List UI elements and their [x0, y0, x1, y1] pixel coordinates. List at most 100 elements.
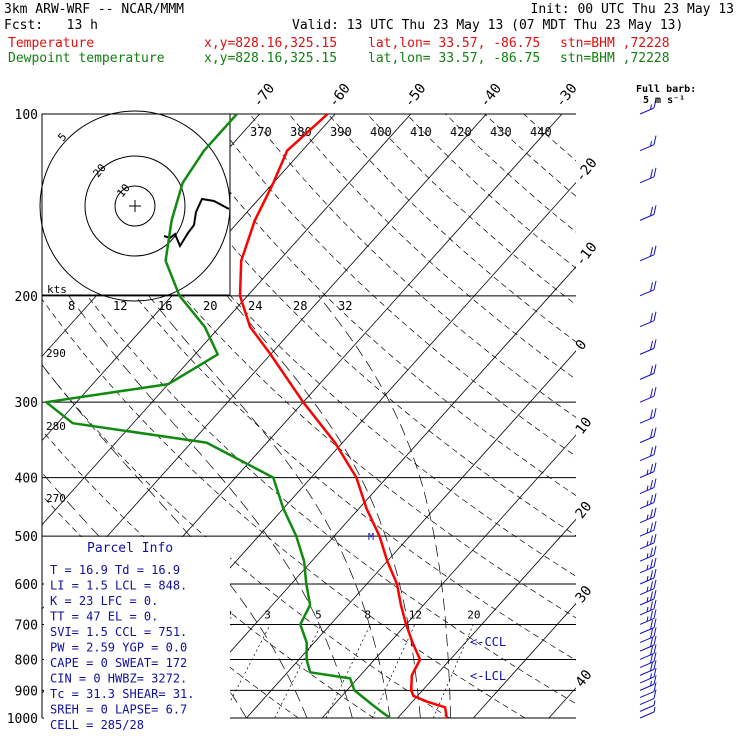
temperature-profile-point	[378, 535, 381, 537]
dewpoint-profile-point	[305, 583, 308, 585]
parcel-info-row: SVI= 1.5 CCL = 751.	[50, 625, 187, 639]
skew-temperature-label: 20	[573, 499, 596, 522]
wind-barb-flag	[653, 364, 657, 374]
dry-adiabat	[484, 114, 576, 197]
skew-temperature-label: -30	[553, 81, 581, 111]
wind-barb-staff	[639, 683, 655, 691]
theta-top-label: 370	[250, 125, 272, 139]
wind-barb-flag	[650, 409, 653, 419]
temperature-profile-point	[396, 583, 398, 585]
dry-adiabat	[132, 114, 576, 537]
theta-label: 290	[46, 347, 66, 360]
dewpoint-profile-point	[170, 219, 173, 222]
temperature-profile-point	[400, 604, 402, 606]
wind-barb-halfflag	[646, 575, 649, 582]
wind-barb	[639, 618, 657, 635]
temperature-profile-point	[410, 689, 413, 692]
temperature-profile-point	[249, 325, 251, 328]
wind-barb-flag	[650, 522, 653, 532]
temperature-profile-point	[272, 182, 275, 184]
wind-barb-flag	[653, 245, 657, 255]
wind-barb-flag	[650, 535, 653, 545]
dry-adiabat	[249, 114, 576, 418]
dry-adiabat	[53, 114, 576, 619]
temperature-profile-point	[355, 476, 358, 479]
wind-barb-flag	[650, 206, 653, 216]
temperature-profile-point	[386, 560, 389, 562]
ccl-annotation: <-CCL	[470, 635, 506, 649]
temperature-profile-point	[411, 674, 413, 677]
isotherm	[42, 114, 487, 610]
pressure-tick-label: 900	[15, 684, 38, 699]
parcel-info-row: CAPE = 0 SWEAT= 172	[50, 656, 187, 670]
wind-barb-staff	[639, 416, 655, 424]
temperature-profile-point	[419, 658, 421, 661]
theta-top-label: 400	[370, 125, 392, 139]
wind-barb-flag	[650, 559, 653, 569]
dewpoint-profile-point	[349, 677, 351, 680]
wind-barb	[639, 689, 657, 706]
wind-barb	[639, 700, 656, 712]
dry-adiabat	[445, 114, 576, 233]
dry-adiabat	[42, 298, 526, 719]
dewpoint-profile-point	[303, 560, 305, 562]
wind-barb-staff	[639, 107, 655, 115]
dry-adiabat	[42, 494, 299, 719]
wind-barb-halfflag	[646, 485, 649, 491]
dewpoint-profile-point	[45, 401, 47, 404]
isotherm	[625, 114, 740, 718]
wind-barb-flag	[653, 557, 657, 567]
wind-barb-flag	[653, 636, 657, 646]
dewpoint-profile-point	[299, 623, 302, 626]
wind-barb	[639, 280, 657, 297]
wind-barb-flag	[650, 547, 653, 557]
temperature-station: stn=BHM ,72228	[560, 36, 670, 51]
forecast-hour: Fcst: 13 h	[4, 18, 98, 33]
theta-label: 280	[46, 420, 66, 433]
wind-barb-flag	[650, 447, 653, 457]
mixing-ratio-label: 8	[364, 608, 371, 621]
skew-temperature-label: 30	[573, 583, 596, 606]
wind-barb	[639, 557, 657, 574]
wind-barb-flag	[653, 609, 657, 619]
theta-top-label: 380	[290, 125, 312, 139]
wind-barb	[639, 675, 657, 691]
wind-barb-flag	[650, 464, 653, 474]
wind-barb-staff	[639, 144, 655, 152]
pressure-tick-label: 1000	[7, 712, 38, 727]
wind-barb-flag	[650, 601, 653, 611]
wind-barb-flag	[650, 610, 653, 621]
saturation-adiabat	[226, 295, 421, 719]
mixing-ratio-line	[325, 624, 371, 719]
lcl-annotation: <-LCL	[470, 669, 506, 683]
wind-barb	[639, 478, 657, 495]
wind-barb-halfflag	[653, 706, 656, 713]
dewpoint-xy: x,y=828.16,325.15	[204, 51, 338, 66]
dewpoint-profile-point	[389, 717, 391, 719]
dewpoint-profile-point	[216, 353, 219, 356]
wind-barb-flag	[653, 652, 657, 662]
wind-barb-staff	[639, 636, 655, 643]
hodo-speed-tick: 24	[248, 299, 262, 313]
skew-temperature-label: -60	[326, 81, 354, 111]
dewpoint-profile-point	[164, 260, 167, 262]
barb-legend-line1: Full barb:	[636, 84, 696, 95]
dewpoint-profile-point	[282, 507, 285, 510]
valid-time: Valid: 13 UTC Thu 23 May 13 (07 MDT Thu …	[292, 18, 684, 33]
wind-barb-flag	[653, 98, 657, 109]
dry-adiabat	[171, 114, 576, 496]
legend-temperature: Temperature	[8, 36, 95, 51]
temperature-latlon: lat,lon= 33.57, -86.75	[368, 36, 541, 51]
wind-barb-flag	[653, 568, 657, 579]
temperature-profile-point	[254, 219, 256, 222]
wind-barb-flag	[653, 667, 657, 678]
wind-barb-halfflag	[646, 514, 649, 520]
wind-barb-flag	[653, 579, 657, 589]
wind-barb-flag	[650, 247, 653, 257]
wind-barb-flag	[653, 521, 657, 531]
temperature-profile-point	[286, 149, 288, 152]
dry-adiabat	[327, 114, 576, 343]
temperature-profile-point	[411, 641, 414, 644]
wind-barb-flag	[650, 570, 653, 580]
wind-barb-staff	[639, 704, 655, 712]
